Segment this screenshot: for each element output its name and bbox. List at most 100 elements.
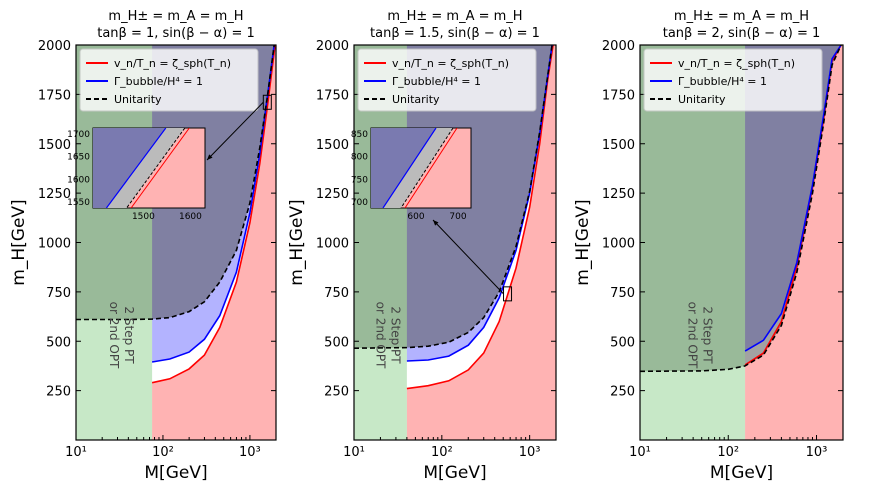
zoom-arrow xyxy=(206,101,264,161)
y-axis-label: m_H[GeV] xyxy=(9,199,29,285)
rotated-label-line: 2 Step PT xyxy=(701,306,715,364)
legend-box xyxy=(643,48,823,112)
inset-sphaleron-line xyxy=(130,128,190,208)
y-tick-label: 1500 xyxy=(602,138,635,153)
legend-label: Γ_bubble/H⁴ = 1 xyxy=(392,75,481,88)
y-tick-label: 1250 xyxy=(38,187,71,202)
legend-label: Γ_bubble/H⁴ = 1 xyxy=(114,75,203,88)
rotated-label-line: or 2nd OPT xyxy=(107,302,121,369)
inset-y-tick-label: 750 xyxy=(351,175,368,185)
inset-y-tick-label: 800 xyxy=(351,153,368,163)
legend-label: Unitarity xyxy=(678,93,726,106)
x-tick-label: 10² xyxy=(717,445,739,460)
y-tick-label: 2000 xyxy=(38,39,71,54)
legend-label: v_n/T_n = ζ_sph(T_n) xyxy=(114,57,231,70)
y-tick-label: 1250 xyxy=(316,187,349,202)
legend-label: Unitarity xyxy=(392,93,440,106)
y-tick-label: 1750 xyxy=(602,88,635,103)
legend-label: Γ_bubble/H⁴ = 1 xyxy=(678,75,767,88)
x-tick-label: 10¹ xyxy=(65,445,87,460)
legend: v_n/T_n = ζ_sph(T_n) Γ_bubble/H⁴ = 1 Unita… xyxy=(643,48,823,112)
legend-box xyxy=(79,48,259,112)
inset-sphaleron-line xyxy=(404,128,458,208)
y-tick-label: 500 xyxy=(610,335,635,350)
inset-bubble-line xyxy=(105,128,167,208)
inset-x-tick-label: 1600 xyxy=(179,212,202,222)
legend: v_n/T_n = ζ_sph(T_n) Γ_bubble/H⁴ = 1 Unita… xyxy=(357,48,537,112)
plot-area xyxy=(354,45,556,440)
y-axis-label: m_H[GeV] xyxy=(287,199,307,285)
y-tick-label: 1000 xyxy=(38,237,71,252)
legend-label: v_n/T_n = ζ_sph(T_n) xyxy=(678,57,795,70)
x-tick-label: 10³ xyxy=(519,445,541,460)
inset-y-tick-label: 1650 xyxy=(67,153,90,163)
zoom-arrowhead xyxy=(433,220,439,226)
x-axis-label: M[GeV] xyxy=(710,463,773,483)
inset-grey xyxy=(106,128,185,208)
panel-title-line1: m_H± = m_A = m_H xyxy=(674,9,809,24)
inset-x-tick-label: 600 xyxy=(407,212,424,222)
y-tick-label: 750 xyxy=(610,286,635,301)
y-tick-label: 750 xyxy=(46,286,71,301)
panel-title-line1: m_H± = m_A = m_H xyxy=(108,9,243,24)
rotated-label-line: 2 Step PT xyxy=(388,306,402,364)
inset-area xyxy=(93,128,190,208)
y-tick-label: 1000 xyxy=(316,237,349,252)
y-tick-label: 2000 xyxy=(602,39,635,54)
panel-3: 2 Step PTor 2nd OPT 250 500 750 1000 1250 1500… xyxy=(573,9,844,483)
y-tick-label: 1500 xyxy=(38,138,71,153)
inset-y-tick-label: 700 xyxy=(351,198,368,208)
zoom-arrow xyxy=(432,219,504,295)
sphaleron-curve xyxy=(151,45,276,384)
legend-label: v_n/T_n = ζ_sph(T_n) xyxy=(392,57,509,70)
panel-title-line1: m_H± = m_A = m_H xyxy=(387,9,522,24)
y-tick-label: 1250 xyxy=(602,187,635,202)
inset-unitarity-line xyxy=(126,128,186,208)
legend: v_n/T_n = ζ_sph(T_n) Γ_bubble/H⁴ = 1 Unita… xyxy=(79,48,259,112)
y-tick-label: 1000 xyxy=(602,237,635,252)
inset-grey xyxy=(383,128,453,208)
x-tick-label: 10² xyxy=(152,445,174,460)
unitarity-curve xyxy=(354,45,553,349)
y-tick-label: 250 xyxy=(46,385,71,400)
y-axis-label: m_H[GeV] xyxy=(573,199,593,285)
zoom-arrowhead xyxy=(207,154,213,160)
rotated-region-label: 2 Step PTor 2nd OPT xyxy=(686,302,715,369)
inset-x-tick-label: 1500 xyxy=(132,212,155,222)
inset-y-tick-label: 1600 xyxy=(67,175,90,185)
inset: 700 750 800 850 600 700 xyxy=(351,127,513,302)
rotated-label-line: 2 Step PT xyxy=(122,306,136,364)
x-tick-label: 10³ xyxy=(239,445,261,460)
panel-2: 2 Step PTor 2nd OPT 250 500 750 1000 1250 1500… xyxy=(287,9,557,483)
legend-box xyxy=(357,48,537,112)
rotated-region-label: 2 Step PTor 2nd OPT xyxy=(107,302,136,369)
unitarity-curve xyxy=(640,45,842,373)
inset-bubble-line xyxy=(382,128,437,208)
bubble-curve xyxy=(406,45,553,362)
x-tick-label: 10¹ xyxy=(343,445,365,460)
inset-area xyxy=(371,128,458,208)
x-tick-label: 10¹ xyxy=(629,445,651,460)
rotated-label-line: or 2nd OPT xyxy=(686,302,700,369)
inset-unitarity-line xyxy=(400,128,454,208)
legend-label: Unitarity xyxy=(114,93,162,106)
sphaleron-region xyxy=(152,45,276,440)
inset-y-tick-label: 850 xyxy=(351,130,368,140)
y-tick-label: 1750 xyxy=(38,88,71,103)
sphaleron-curve xyxy=(406,45,554,390)
sphaleron-region xyxy=(406,45,556,440)
inset: 1550 1600 1650 1700 1500 1600 xyxy=(67,94,272,222)
y-tick-label: 500 xyxy=(324,335,349,350)
sphaleron-region xyxy=(745,45,843,440)
inset-excluded xyxy=(93,128,166,208)
inset-y-tick-label: 1550 xyxy=(67,198,90,208)
y-tick-label: 750 xyxy=(324,286,349,301)
bubble-curve xyxy=(744,45,842,352)
y-tick-label: 250 xyxy=(610,385,635,400)
panel-title-line2: tanβ = 2, sin(β − α) = 1 xyxy=(663,26,821,41)
panel-title-line2: tanβ = 1.5, sin(β − α) = 1 xyxy=(370,26,540,41)
y-tick-label: 500 xyxy=(46,335,71,350)
rotated-label-line: or 2nd OPT xyxy=(373,302,387,369)
